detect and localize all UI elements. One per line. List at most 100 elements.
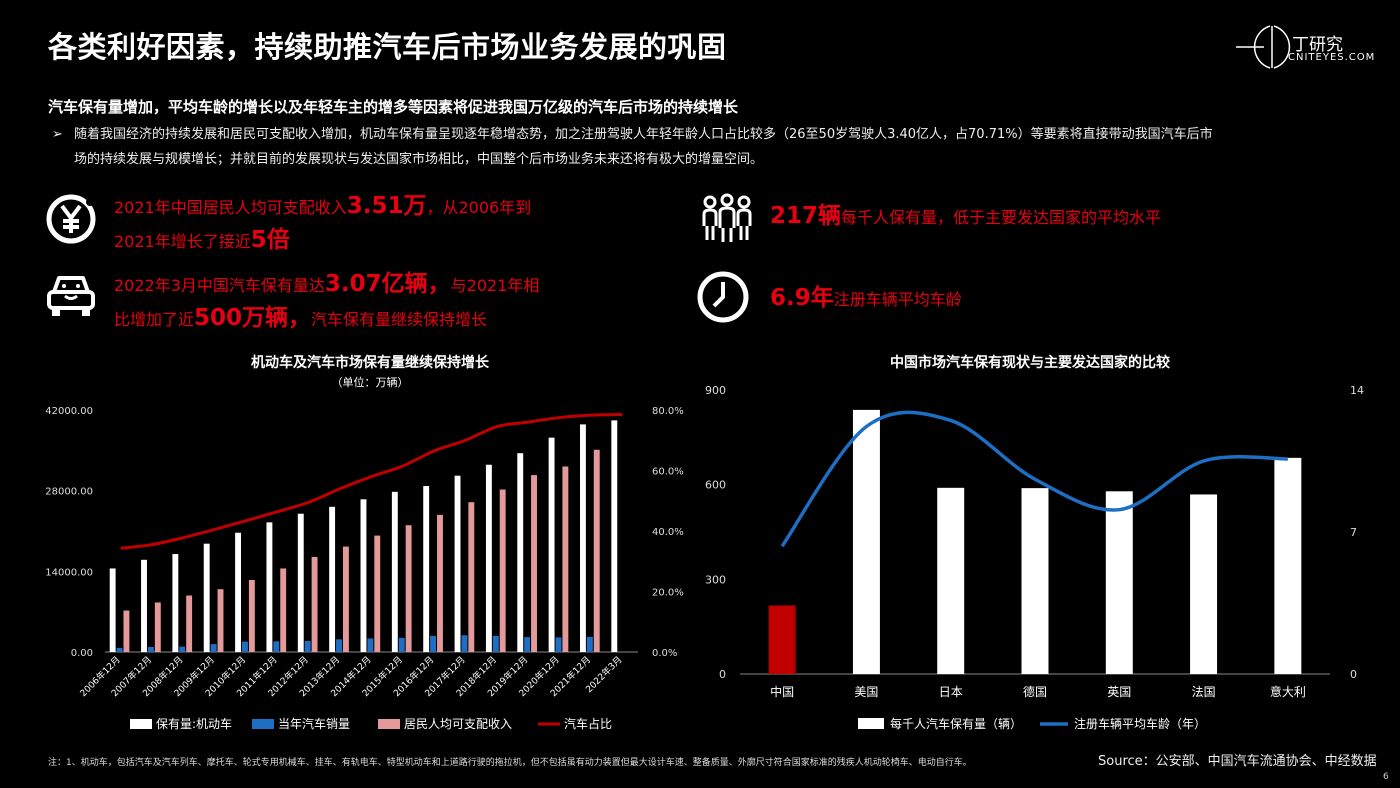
chart1-bar-1 xyxy=(297,513,304,652)
chart1-bar-2 xyxy=(461,635,468,652)
chart2-bar xyxy=(1021,488,1049,674)
stat-income: 2021年中国居民人均可支配收入3.51万，从2006年到 2021年增长了接近… xyxy=(114,190,584,258)
chart1-bar-2 xyxy=(116,647,123,652)
chart1-legend-label: 保有量:机动车 xyxy=(156,716,232,731)
chart1-bar-2 xyxy=(492,635,499,652)
chart2-legend-label: 注册车辆平均车龄（年） xyxy=(1074,716,1206,731)
chart1-bar-3 xyxy=(405,525,412,652)
stat-per1000-text: 每千人保有量，低于主要发达国家的平均水平 xyxy=(841,208,1162,227)
stat-cars-text-1: 2022年3月中国汽车保有量达 xyxy=(114,276,325,295)
chart1-bar-2 xyxy=(555,637,562,652)
logo-icon xyxy=(1236,25,1291,69)
chart2-bar xyxy=(768,605,796,674)
chart1-bar-2 xyxy=(367,638,374,652)
chart1-bar-2 xyxy=(586,636,593,652)
chart1-bar-1 xyxy=(172,554,179,652)
chart1-y2-tick-label: 40.0% xyxy=(652,527,684,538)
chart1-bar-1 xyxy=(485,464,492,652)
chart1-line-series xyxy=(120,413,623,550)
chart1-bar-1 xyxy=(391,491,398,652)
chart1-bar-3 xyxy=(593,449,600,652)
clock-icon xyxy=(697,271,749,323)
chart2-y2-tick-label: 0 xyxy=(1350,668,1357,681)
chart1-bar-1 xyxy=(109,568,116,652)
stat-per1000: 217辆每千人保有量，低于主要发达国家的平均水平 xyxy=(770,200,1290,234)
chart1-subtitle: （单位：万辆） xyxy=(331,376,409,389)
stat-income-text-2: ，从2006年到 xyxy=(426,198,532,217)
stat-cars-text-4: 汽车保有量继续保持增长 xyxy=(311,310,488,329)
chart1-bar-1 xyxy=(579,424,586,652)
chart2-bar xyxy=(1105,491,1133,674)
chart2-y-tick-label: 0 xyxy=(719,668,726,681)
chart1-bar-3 xyxy=(311,556,318,652)
chart2-bar xyxy=(852,409,880,674)
chart1-bar-1 xyxy=(266,522,273,652)
chart1-svg: 0.00 14000.00 28000.00 42000.00 0.0% 20.0% 40.… xyxy=(45,406,684,731)
chart1-y2-tick-label: 60.0% xyxy=(652,467,684,478)
chart1-bar-1 xyxy=(517,453,524,652)
people-icon xyxy=(702,193,752,242)
chart1-bar-3 xyxy=(280,568,287,652)
chart2-x-tick-label: 美国 xyxy=(854,685,878,699)
chart2-bar xyxy=(1190,494,1218,674)
stat-age-text: 注册车辆平均车龄 xyxy=(833,290,962,309)
chart1-bar-3 xyxy=(374,535,381,652)
chart2-y-tick-label: 300 xyxy=(705,573,726,586)
car-icon xyxy=(47,276,95,316)
stat-income-value-1: 3.51万 xyxy=(346,193,427,219)
stat-age: 6.9年注册车辆平均车龄 xyxy=(770,282,1170,316)
chart1-y-tick-label: 28000.00 xyxy=(45,487,93,498)
chart2-bar xyxy=(937,487,965,674)
chart1-bar-2 xyxy=(242,641,248,652)
chart1-y-tick-label: 14000.00 xyxy=(45,567,93,578)
chart2-svg: 0 300 600 900 0 7 14 中国 美国 日本 德国 英国 法国 意大利每千人汽车保有量（辆）… xyxy=(705,384,1364,731)
page-title: 各类利好因素，持续助推汽车后市场业务发展的巩固 xyxy=(48,30,727,64)
chart2-x-tick-label: 日本 xyxy=(939,685,963,699)
chart1-bar-3 xyxy=(186,595,193,652)
chart2-legend-swatch xyxy=(858,718,884,729)
chart1-y-tick-label: 0.00 xyxy=(71,648,93,659)
stat-cars: 2022年3月中国汽车保有量达3.07亿辆，与2021年相 比增加了近500万辆… xyxy=(114,268,584,336)
chart2-x-tick-label: 中国 xyxy=(770,684,794,699)
chart2-x-tick-label: 英国 xyxy=(1107,685,1131,699)
chart2-y-tick-label: 900 xyxy=(705,384,726,397)
chart1-bar-3 xyxy=(342,546,349,652)
logo-url: CNITEYES.COM xyxy=(1288,52,1376,63)
chart1-legend-swatch xyxy=(130,719,152,729)
chart1-bar-1 xyxy=(360,499,367,652)
stat-cars-value-1: 3.07亿辆， xyxy=(324,271,451,297)
chart1-bar-3 xyxy=(499,489,506,652)
stat-cars-value-2: 500万辆， xyxy=(194,305,312,331)
chart1-bar-3 xyxy=(562,466,569,652)
chart1-bar-1 xyxy=(548,437,555,652)
stat-cars-text-3: 比增加了近 xyxy=(114,310,195,329)
source: Source：公安部、中国汽车流通协会、中经数据 xyxy=(1098,754,1377,769)
stat-cars-text-2: 与2021年相 xyxy=(450,276,540,295)
chart1-bar-1 xyxy=(203,543,210,652)
bullet-line-2: 场的持续发展与规模增长；并就目前的发展现状与发达国家市场相比，中国整个后市场业务… xyxy=(74,152,764,167)
chart2-x-tick-label: 意大利 xyxy=(1270,684,1306,699)
chart1-title: 机动车及汽车市场保有量继续保持增长 xyxy=(251,355,489,371)
chart1-legend-label: 居民人均可支配收入 xyxy=(404,717,512,731)
chart1-bar-3 xyxy=(217,589,224,652)
footnote: 注：1、机动车，包括汽车及汽车列车、摩托车、轮式专用机械车、挂车、有轨电车、特型… xyxy=(48,758,972,768)
logo-name: 丁研究 xyxy=(1292,35,1343,55)
bullet-paragraph: ➢ 随着我国经济的持续发展和居民可支配收入增加，机动车保有量呈现逐年稳增态势，加之… xyxy=(52,122,1352,172)
chart1-bar-2 xyxy=(179,646,186,652)
chart1-y2-tick-label: 0.0% xyxy=(652,648,677,659)
chart1-legend-label: 汽车占比 xyxy=(564,716,612,731)
chart1-bar-2 xyxy=(147,646,154,652)
stat-income-text-1: 2021年中国居民人均可支配收入 xyxy=(114,198,347,217)
chart1-bar-3 xyxy=(248,579,255,652)
chart1-bar-2 xyxy=(273,641,280,652)
yuan-icon xyxy=(46,194,96,244)
chart1-bar-1 xyxy=(423,486,430,652)
chart1-bar-3 xyxy=(468,502,475,652)
chart1-bar-3 xyxy=(123,610,130,652)
chart1-bar-2 xyxy=(398,637,405,652)
chart1-bar-1 xyxy=(329,506,336,652)
chart1-legend-swatch xyxy=(378,719,400,729)
subtitle: 汽车保有量增加，平均车龄的增长以及年轻车主的增多等因素将促进我国万亿级的汽车后市… xyxy=(48,98,739,116)
chart1-y2-tick-label: 80.0% xyxy=(652,406,684,417)
chart2-y2-tick-label: 14 xyxy=(1350,384,1364,397)
